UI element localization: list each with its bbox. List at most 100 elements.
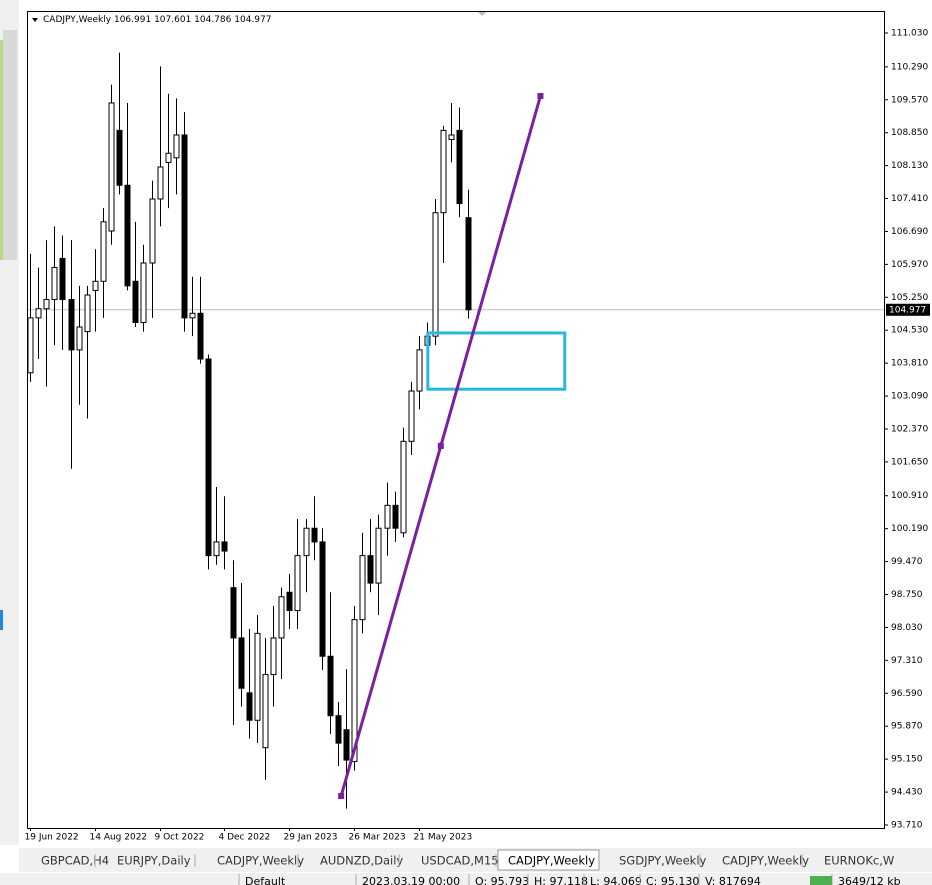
candle-body — [238, 637, 245, 689]
menu-arrow — [32, 18, 38, 22]
panel-scroll — [3, 30, 17, 260]
status-item: H: 97.118 — [534, 875, 588, 885]
y-tick-label: 104.530 — [891, 326, 928, 336]
y-tick-label: 99.470 — [891, 557, 923, 567]
status-item: O: 95.793 — [475, 875, 529, 885]
y-tick-label: 101.650 — [891, 457, 928, 467]
tab[interactable]: EURNOKc,W — [824, 854, 894, 868]
x-tick-label: 9 Oct 2022 — [155, 833, 205, 843]
candle-body — [319, 541, 326, 657]
candle-body — [92, 280, 99, 291]
y-tick-label: 108.850 — [891, 128, 928, 138]
candle-body — [165, 152, 172, 163]
candle-body — [367, 555, 374, 584]
tab[interactable]: CADJPY,Weekly — [722, 854, 809, 868]
tab[interactable]: GBPCAD,H4 — [41, 854, 109, 868]
status-bar — [0, 873, 932, 885]
candle-body — [132, 280, 139, 323]
candle-body — [343, 729, 350, 761]
candle-body — [327, 655, 334, 717]
candle-body — [27, 317, 34, 374]
y-tick-label: 100.190 — [891, 524, 928, 534]
symbol: CADJPY,Weekly — [43, 15, 112, 25]
candle-body — [140, 262, 147, 323]
candle-body — [335, 715, 342, 744]
panel-marker — [0, 40, 3, 260]
candle-body — [311, 527, 318, 543]
status-item: 2023.03.19 00:00 — [362, 875, 460, 885]
candle-body — [262, 674, 269, 749]
tab[interactable]: SGDJPY,Weekly — [619, 854, 707, 868]
candle-body — [432, 212, 439, 337]
chart-frame — [27, 11, 885, 829]
tab[interactable]: CADJPY,Weekly — [217, 854, 304, 868]
candle-body — [465, 217, 472, 311]
y-tick-label: 106.690 — [891, 227, 928, 237]
x-tick-label: 29 Jan 2023 — [284, 833, 338, 843]
y-tick-label: 95.150 — [891, 755, 923, 765]
candle-body — [43, 299, 50, 310]
x-tick-label: 26 Mar 2023 — [349, 833, 406, 843]
status-item: Default — [245, 875, 286, 885]
candle-body — [157, 166, 164, 200]
trendline-anchor — [537, 93, 544, 100]
candle-body — [351, 619, 358, 762]
y-tick-label: 103.090 — [891, 392, 928, 402]
candle-body — [278, 596, 285, 639]
y-tick-label: 98.750 — [891, 590, 923, 600]
candle-body — [375, 527, 382, 584]
status-item: C: 95.130 — [646, 875, 699, 885]
tab[interactable]: CADJPY,Weekly — [508, 854, 595, 868]
tab-active — [497, 849, 600, 871]
candle-body — [254, 632, 261, 721]
status-indicator — [810, 876, 832, 885]
candle-body — [294, 555, 301, 612]
candle-body — [35, 308, 42, 319]
close: 104.977 — [234, 15, 271, 25]
y-tick-label: 96.590 — [891, 689, 923, 699]
candle-body — [230, 587, 237, 639]
y-tick-label: 93.710 — [891, 820, 923, 830]
candle-body — [246, 692, 253, 721]
last-price-box — [886, 303, 930, 316]
status-item: 3649/12 kb — [838, 875, 901, 885]
candle-body — [197, 312, 204, 360]
shift-marker — [478, 12, 486, 16]
candle-body — [384, 504, 391, 529]
candle-body — [108, 102, 115, 232]
tab[interactable]: AUDNZD,Daily — [320, 854, 403, 868]
tab[interactable]: USDCAD,M15 — [421, 854, 499, 868]
candle-body — [181, 134, 188, 319]
candle-body — [189, 312, 196, 319]
y-tick-label: 103.810 — [891, 359, 928, 369]
candle-body — [116, 129, 123, 186]
low: 104.786 — [194, 15, 231, 25]
y-tick-label: 107.410 — [891, 194, 928, 204]
y-tick-label: 109.570 — [891, 95, 928, 105]
candle-body — [303, 527, 310, 557]
y-tick-label: 108.130 — [891, 161, 928, 171]
chart-header: CADJPY,Weekly 106.991 107.601 104.786 10… — [43, 15, 271, 25]
tab[interactable]: EURJPY,Daily — [117, 854, 191, 868]
candle-body — [392, 504, 399, 529]
panel-marker — [0, 610, 3, 630]
candle-body — [359, 555, 366, 621]
candle-body — [286, 591, 293, 612]
open: 106.991 — [114, 15, 151, 25]
high: 107.601 — [154, 15, 191, 25]
trendline-anchor — [437, 442, 444, 449]
status-item: V: 817694 — [705, 875, 761, 885]
candle-body — [205, 358, 212, 557]
y-tick-label: 105.970 — [891, 260, 928, 270]
x-tick-label: 19 Jun 2022 — [25, 833, 79, 843]
candle-body — [84, 294, 91, 333]
y-tick-label: 97.310 — [891, 656, 923, 666]
y-tick-label: 111.030 — [891, 28, 928, 38]
y-tick-label: 100.910 — [891, 491, 928, 501]
status-item: L: 94.069 — [590, 875, 642, 885]
candle-body — [68, 299, 75, 351]
candle-body — [213, 541, 220, 557]
candle-body — [416, 349, 423, 392]
